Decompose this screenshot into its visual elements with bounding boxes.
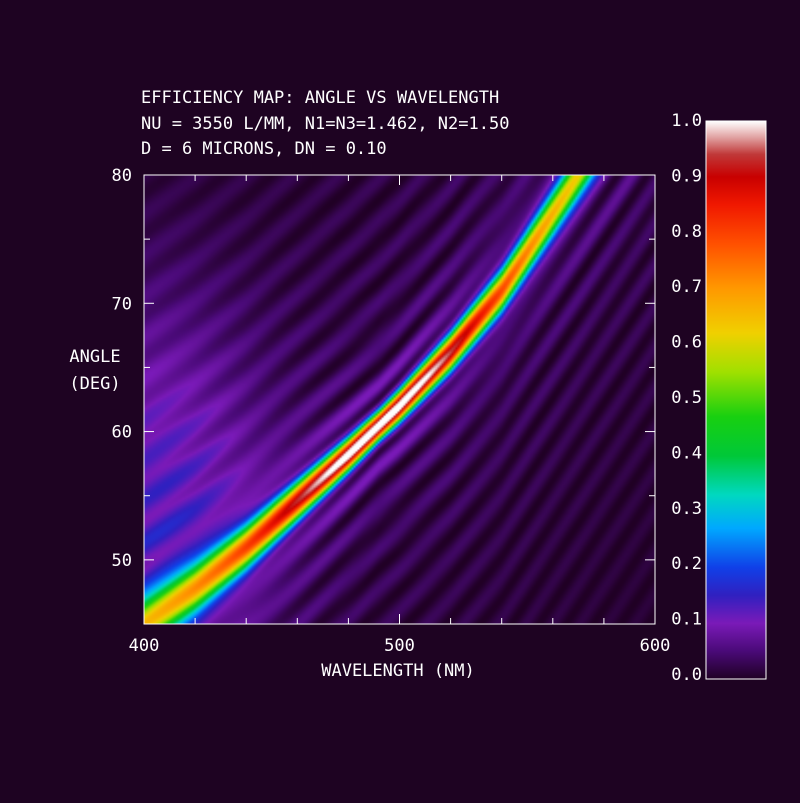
y-tick-label: 70 xyxy=(112,294,132,314)
x-tick-label: 500 xyxy=(384,636,415,656)
colorbar-tick-label: 0.8 xyxy=(671,222,702,242)
colorbar-tick-label: 0.0 xyxy=(671,665,702,685)
colorbar xyxy=(705,120,767,680)
colorbar-tick-label: 0.4 xyxy=(671,443,702,463)
x-tick-label: 400 xyxy=(129,636,160,656)
y-axis-label-line-1: ANGLE xyxy=(69,347,120,367)
x-tick-label: 600 xyxy=(640,636,671,656)
y-tick-label: 80 xyxy=(112,166,132,186)
x-axis-label: WAVELENGTH (NM) xyxy=(321,661,475,681)
y-axis-label-line-2: (DEG) xyxy=(69,374,120,394)
colorbar-tick-label: 1.0 xyxy=(671,111,702,131)
colorbar-tick-label: 0.1 xyxy=(671,610,702,630)
colorbar-tick-label: 0.9 xyxy=(671,166,702,186)
colorbar-tick-label: 0.7 xyxy=(671,277,702,297)
y-tick-label: 60 xyxy=(112,423,132,443)
chart-title-line-2: NU = 3550 L/MM, N1=N3=1.462, N2=1.50 xyxy=(141,114,509,134)
chart-title-line-1: EFFICIENCY MAP: ANGLE VS WAVELENGTH xyxy=(141,88,499,108)
colorbar-tick-label: 0.6 xyxy=(671,333,702,353)
chart-title-line-3: D = 6 MICRONS, DN = 0.10 xyxy=(141,139,387,159)
colorbar-tick-label: 0.5 xyxy=(671,388,702,408)
axis-ticks: 400 500 600 50 60 70 80 xyxy=(112,166,671,656)
colorbar-tick-labels: 0.0 0.1 0.2 0.3 0.4 0.5 0.6 0.7 0.8 0.9 1.0 xyxy=(671,111,702,685)
colorbar-tick-label: 0.3 xyxy=(671,499,702,519)
heatmap-image xyxy=(144,175,655,624)
y-tick-label: 50 xyxy=(112,551,132,571)
colorbar-tick-label: 0.2 xyxy=(671,554,702,574)
